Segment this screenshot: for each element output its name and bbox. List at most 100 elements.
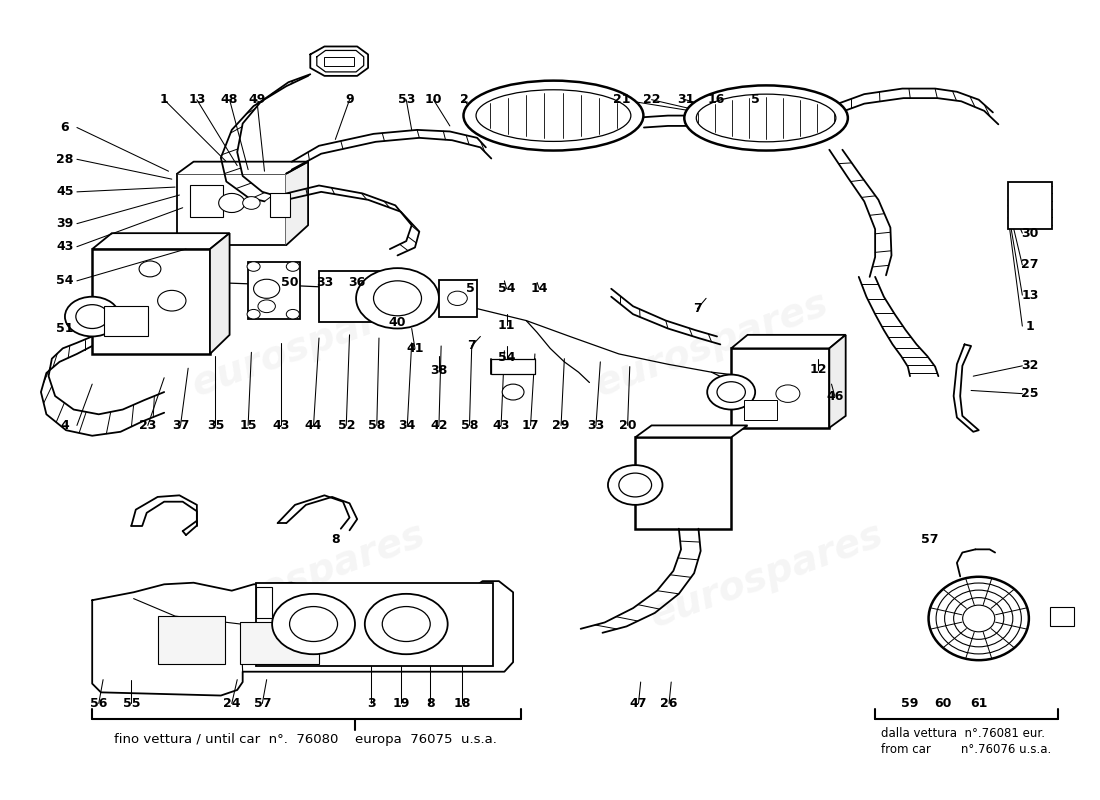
Bar [177, 174, 286, 245]
Circle shape [272, 594, 355, 654]
Text: 5: 5 [466, 282, 475, 295]
Text: 6: 6 [60, 121, 69, 134]
Text: 14: 14 [530, 282, 548, 295]
Text: 51: 51 [56, 322, 74, 335]
Text: 18: 18 [453, 697, 471, 710]
Polygon shape [286, 162, 308, 245]
Text: 9: 9 [345, 93, 354, 106]
Circle shape [243, 197, 260, 210]
Text: 26: 26 [660, 697, 678, 710]
Circle shape [503, 384, 524, 400]
Ellipse shape [928, 577, 1028, 660]
Bar [492, 359, 535, 374]
Polygon shape [92, 581, 513, 695]
Bar [439, 280, 477, 317]
Text: 13: 13 [188, 93, 206, 106]
Text: 4: 4 [60, 419, 69, 432]
Circle shape [286, 262, 299, 271]
Bar [249, 262, 300, 319]
Ellipse shape [936, 583, 1022, 654]
Text: 1: 1 [1025, 320, 1034, 333]
Text: 39: 39 [56, 217, 74, 230]
Text: 32: 32 [1021, 359, 1038, 372]
Text: 25: 25 [1021, 387, 1038, 400]
Circle shape [254, 279, 279, 298]
Circle shape [65, 297, 120, 337]
Text: fino vettura / until car  n°.  76080: fino vettura / until car n°. 76080 [114, 733, 339, 746]
Circle shape [248, 262, 260, 271]
Ellipse shape [463, 81, 644, 150]
Text: 33: 33 [316, 276, 333, 289]
Text: 27: 27 [1021, 258, 1038, 271]
Circle shape [139, 261, 161, 277]
Text: 38: 38 [430, 364, 448, 377]
Bar [635, 438, 732, 529]
Text: eurospares: eurospares [186, 515, 430, 634]
Text: 36: 36 [349, 276, 366, 289]
Text: from car        n°.76076 u.s.a.: from car n°.76076 u.s.a. [881, 743, 1050, 756]
Circle shape [257, 300, 275, 313]
Circle shape [356, 268, 439, 329]
Circle shape [248, 310, 260, 319]
Text: 44: 44 [305, 419, 322, 432]
Bar [270, 194, 289, 218]
Text: 53: 53 [397, 93, 415, 106]
Text: 11: 11 [498, 319, 515, 332]
Text: 3: 3 [367, 697, 376, 710]
Text: 61: 61 [970, 697, 988, 710]
Circle shape [365, 594, 448, 654]
Text: 8: 8 [426, 697, 434, 710]
Bar [157, 616, 226, 664]
Text: 20: 20 [619, 419, 636, 432]
Ellipse shape [962, 605, 994, 632]
Circle shape [289, 606, 338, 642]
Text: 45: 45 [56, 186, 74, 198]
Ellipse shape [684, 86, 848, 150]
Text: 17: 17 [521, 419, 539, 432]
Text: 54: 54 [498, 282, 515, 295]
Circle shape [707, 374, 756, 410]
Ellipse shape [476, 90, 631, 142]
Text: 40: 40 [388, 317, 406, 330]
Bar [256, 582, 494, 666]
Text: 7: 7 [468, 339, 476, 353]
Text: 50: 50 [280, 276, 298, 289]
Circle shape [717, 382, 746, 402]
Bar [324, 57, 354, 66]
Text: 56: 56 [90, 697, 108, 710]
Text: 58: 58 [368, 419, 385, 432]
Polygon shape [92, 233, 230, 249]
Circle shape [448, 291, 468, 306]
Bar [104, 306, 147, 337]
Text: 13: 13 [1021, 289, 1038, 302]
Ellipse shape [945, 590, 1013, 647]
Text: 41: 41 [406, 342, 424, 355]
Text: eurospares: eurospares [590, 285, 834, 404]
Text: 42: 42 [430, 419, 448, 432]
Circle shape [776, 385, 800, 402]
Text: 52: 52 [338, 419, 355, 432]
Text: 28: 28 [56, 153, 74, 166]
Polygon shape [635, 426, 748, 438]
Text: 15: 15 [240, 419, 257, 432]
Text: 54: 54 [56, 274, 74, 287]
Text: 43: 43 [56, 240, 74, 253]
Text: 43: 43 [272, 419, 289, 432]
Text: 48: 48 [221, 93, 239, 106]
Text: 10: 10 [425, 93, 442, 106]
Text: 60: 60 [934, 697, 952, 710]
Text: 12: 12 [810, 363, 827, 376]
Text: eurospares: eurospares [645, 515, 888, 634]
Polygon shape [732, 335, 846, 348]
Text: 2: 2 [460, 93, 469, 106]
Polygon shape [210, 233, 230, 354]
Circle shape [619, 473, 651, 497]
Bar [1049, 606, 1074, 626]
Text: 16: 16 [707, 93, 725, 106]
Text: 43: 43 [493, 419, 509, 432]
Text: 33: 33 [587, 419, 605, 432]
Circle shape [608, 465, 662, 505]
Bar [319, 270, 380, 322]
Bar [745, 400, 777, 420]
Text: 54: 54 [498, 351, 515, 364]
